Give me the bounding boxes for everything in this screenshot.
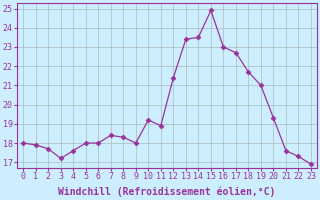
X-axis label: Windchill (Refroidissement éolien,°C): Windchill (Refroidissement éolien,°C) bbox=[58, 187, 276, 197]
